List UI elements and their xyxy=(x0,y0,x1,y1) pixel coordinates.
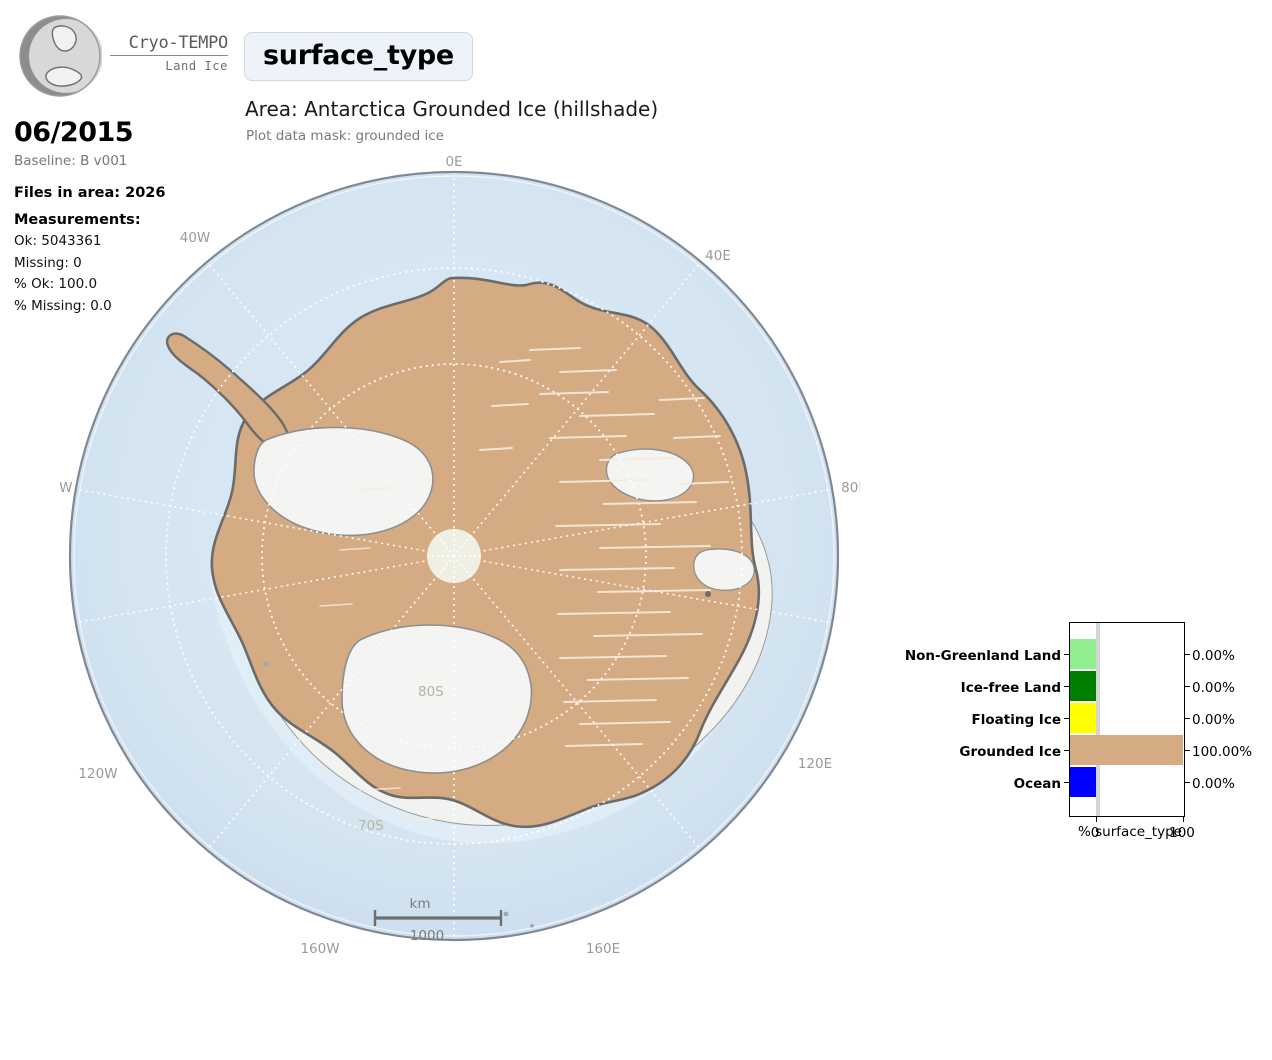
chart-category-label-1: Ice-free Land xyxy=(960,680,1061,696)
chart-xtick-0 xyxy=(1096,816,1098,822)
chart-xtick-100 xyxy=(1183,816,1185,822)
amery-ice-shelf xyxy=(605,448,695,502)
chart-category-label-3: Grounded Ice xyxy=(959,744,1061,760)
map-border xyxy=(68,170,840,942)
measurement-ok: Ok: 5043361 xyxy=(14,233,102,249)
chart-swatch-2 xyxy=(1070,703,1096,733)
map-scalebar: km 1000 xyxy=(373,896,503,944)
chart-category-label-0: Non-Greenland Land xyxy=(904,648,1061,664)
chart-bar-3 xyxy=(1096,735,1183,765)
lon-label-80E: 80E xyxy=(841,480,860,496)
chart-swatch-4 xyxy=(1070,767,1096,797)
lon-label-0E: 0E xyxy=(445,154,462,170)
chart-category-label-4: Ocean xyxy=(1013,776,1061,792)
chart-ytick-3 xyxy=(1064,750,1070,752)
measurement-pct-missing: % Missing: 0.0 xyxy=(14,297,112,314)
measurements-heading: Measurements: xyxy=(14,212,141,228)
ronne-filchner-ice-shelf xyxy=(253,426,434,537)
app-logo: Cryo-TEMPO Land Ice xyxy=(14,12,228,98)
chart-ytick-1 xyxy=(1064,686,1070,688)
lon-label-80W: 80W xyxy=(60,480,73,496)
lat-label-70S: 70S xyxy=(358,818,384,834)
surface-type-bar-chart: Non-Greenland Land Ice-free Land Floatin… xyxy=(880,612,1272,857)
plot-mask-subtitle: Plot data mask: grounded ice xyxy=(246,128,444,144)
hillshade-texture xyxy=(479,347,729,747)
chart-right-tick-0 xyxy=(1184,654,1190,656)
logo-title: Cryo-TEMPO xyxy=(128,33,229,53)
chart-category-label-2: Floating Ice xyxy=(971,712,1061,728)
logo-divider xyxy=(110,55,228,56)
chart-ytick-2 xyxy=(1064,718,1070,720)
chart-zero-line xyxy=(1096,623,1100,816)
chart-xtick-label-0: 0 xyxy=(1090,825,1100,841)
chart-value-label-3: 100.00% xyxy=(1192,744,1253,760)
chart-value-label-2: 0.00% xyxy=(1192,712,1235,728)
chart-swatch-0 xyxy=(1070,639,1096,669)
files-in-area-label: Files in area: 2026 xyxy=(14,185,166,201)
lon-label-40W: 40W xyxy=(180,230,211,246)
chart-value-label-1: 0.00% xyxy=(1192,680,1235,696)
lon-label-40E: 40E xyxy=(705,248,731,264)
baseline-label: Baseline: B v001 xyxy=(14,153,128,169)
island-marker xyxy=(530,924,534,928)
chart-right-tick-2 xyxy=(1184,718,1190,720)
chart-ytick-4 xyxy=(1064,782,1070,784)
lon-label-160W: 160W xyxy=(300,941,339,957)
chart-plot-area xyxy=(1064,622,1190,822)
island-marker xyxy=(263,661,269,667)
chart-right-tick-4 xyxy=(1184,782,1190,784)
chart-value-label-0: 0.00% xyxy=(1192,648,1235,664)
graticule-parallels xyxy=(165,267,743,845)
scalebar-length: 1000 xyxy=(410,928,444,944)
period-label: 06/2015 xyxy=(14,117,134,148)
page-title: Area: Antarctica Grounded Ice (hillshade… xyxy=(245,97,659,121)
scalebar-units: km xyxy=(410,896,431,912)
island-marker xyxy=(503,911,509,917)
logo-subtitle: Land Ice xyxy=(165,59,228,73)
island-marker xyxy=(705,591,711,597)
measurement-missing: Missing: 0 xyxy=(14,254,82,271)
lon-label-120E: 120E xyxy=(798,756,832,772)
measurement-pct-ok: % Ok: 100.0 xyxy=(14,276,98,292)
info-panel: 06/2015 Baseline: B v001 Files in area: … xyxy=(14,116,234,317)
lon-label-120W: 120W xyxy=(78,766,117,782)
chart-right-tick-3 xyxy=(1184,750,1190,752)
globe-icon xyxy=(19,15,102,97)
chart-value-label-4: 0.00% xyxy=(1192,776,1235,792)
chart-xaxis-title: % surface_type xyxy=(1078,824,1182,840)
chart-ytick-0 xyxy=(1064,654,1070,656)
chart-swatch-3 xyxy=(1070,735,1096,765)
shackleton-ice-shelf xyxy=(693,548,755,591)
chart-swatch-1 xyxy=(1070,671,1096,701)
antarctica-map: 0E 40E 80E 120E 160E 160W 120W 80W 40W 8… xyxy=(60,150,860,970)
variable-badge: surface_type xyxy=(244,32,473,81)
chart-xtick-label-100: 100 xyxy=(1169,825,1195,841)
lon-label-160E: 160E xyxy=(586,941,620,957)
lat-label-80S: 80S xyxy=(418,684,444,700)
chart-right-tick-1 xyxy=(1184,686,1190,688)
